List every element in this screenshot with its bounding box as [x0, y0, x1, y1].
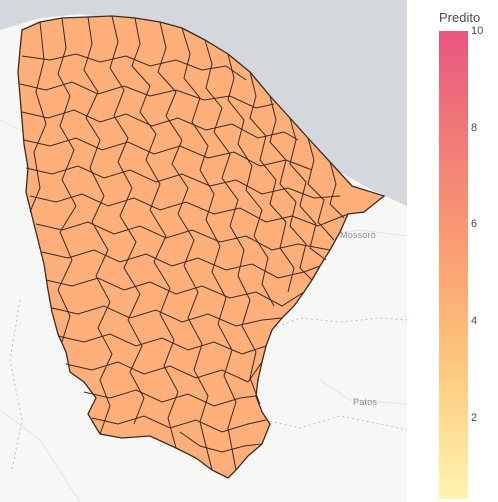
colorbar-tick: 4 — [471, 315, 478, 327]
border-line — [264, 415, 407, 431]
colorbar-tick: 2 — [471, 412, 478, 424]
colorbar-tick: 10 — [471, 25, 484, 37]
colorbar: Predito 10 8 6 4 2 — [407, 0, 498, 502]
border-line — [9, 299, 23, 471]
map-area[interactable]: Mossoró Patos — [0, 0, 407, 502]
place-label-mossoro: Mossoró — [340, 230, 376, 240]
colorbar-tick: 8 — [471, 122, 478, 134]
sea — [0, 0, 407, 206]
choropleth-map[interactable] — [0, 0, 407, 502]
colorbar-gradient — [439, 31, 468, 499]
place-label-patos: Patos — [353, 397, 378, 407]
border-line — [267, 317, 407, 331]
road-line — [0, 119, 407, 502]
colorbar-title: Predito — [439, 10, 481, 25]
municipal-boundaries — [19, 15, 349, 471]
colorbar-tick: 6 — [471, 218, 478, 230]
state-region[interactable] — [17, 15, 386, 479]
